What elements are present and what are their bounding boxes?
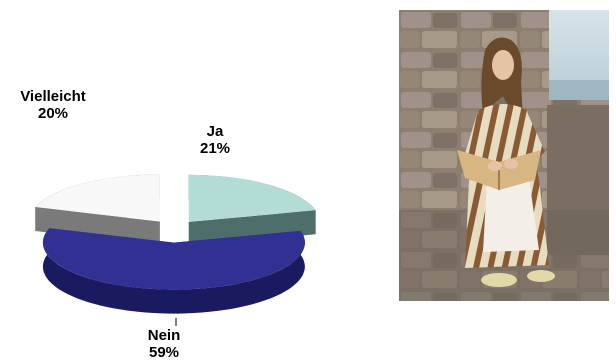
photo-woman-reading — [399, 10, 609, 301]
pie-slice-nein — [42, 228, 305, 290]
shoe-right — [527, 270, 555, 282]
label-nein: Nein 59% — [119, 327, 209, 361]
pie-chart — [35, 174, 316, 326]
label-vielleicht-name: Vielleicht — [20, 88, 86, 105]
face — [492, 50, 514, 80]
label-vielleicht-value: 20% — [37, 105, 69, 122]
label-ja-name: Ja — [206, 123, 224, 140]
pie-tops — [35, 174, 316, 290]
label-vielleicht: Vielleicht 20% — [8, 88, 98, 122]
label-ja-value: 21% — [199, 140, 231, 157]
pie-slice-ja — [188, 174, 316, 222]
label-ja: Ja 21% — [185, 123, 245, 157]
pie-edge-vielleicht-0 — [35, 207, 160, 246]
label-nein-name: Nein — [147, 327, 181, 344]
pie-slice-vielleicht — [35, 174, 160, 222]
shoe-left — [481, 273, 517, 287]
label-nein-value: 59% — [148, 344, 180, 361]
apron — [483, 178, 539, 252]
pie-side-nein — [42, 228, 305, 314]
